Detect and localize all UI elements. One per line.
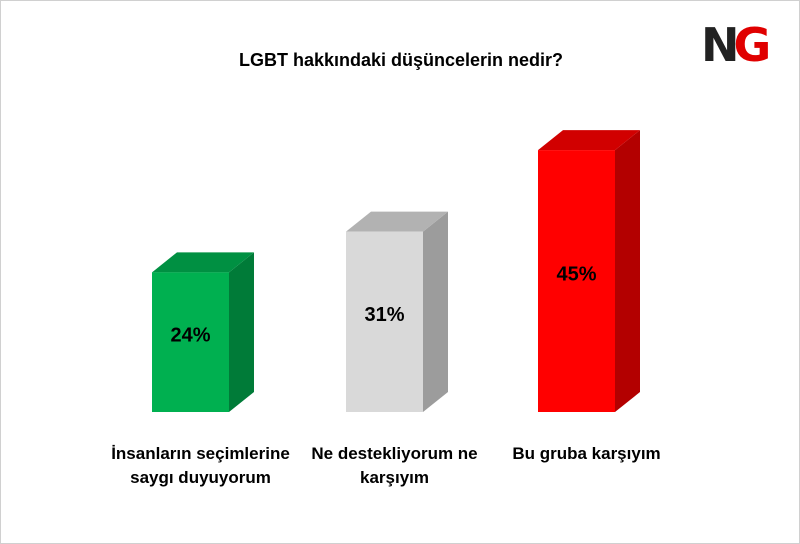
- value-label: 24%: [170, 324, 210, 346]
- bar: [346, 231, 423, 412]
- category-label: Ne destekliyorum ne karşıyım: [311, 444, 478, 487]
- bar-top: [152, 252, 254, 273]
- bar-side: [229, 252, 254, 412]
- value-label: 31%: [364, 304, 404, 326]
- logo: NG: [701, 18, 769, 72]
- category-label: İnsanların seçimlerine saygı duyuyorum: [111, 444, 290, 487]
- value-label: 45%: [556, 263, 596, 285]
- bar-side: [615, 130, 640, 412]
- bar-top: [346, 211, 448, 232]
- bar: [152, 272, 229, 412]
- chart-title: LGBT hakkındaki düşüncelerin nedir?: [239, 50, 563, 70]
- bar-top: [538, 130, 640, 151]
- bar: [538, 150, 615, 412]
- category-label: Bu gruba karşıyım: [512, 444, 661, 463]
- bar-side: [423, 211, 448, 412]
